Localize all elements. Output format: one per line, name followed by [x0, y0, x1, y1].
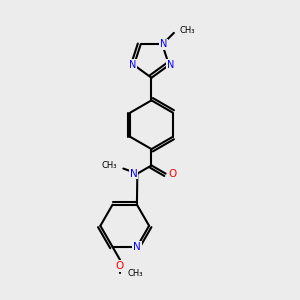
- Text: N: N: [130, 169, 138, 178]
- Text: CH₃: CH₃: [179, 26, 195, 35]
- Text: N: N: [133, 242, 141, 252]
- Text: N: N: [160, 39, 167, 50]
- Text: CH₃: CH₃: [128, 268, 143, 278]
- Text: N: N: [129, 60, 136, 70]
- Text: O: O: [116, 261, 124, 271]
- Text: CH₃: CH₃: [102, 161, 117, 170]
- Text: O: O: [168, 169, 176, 178]
- Text: N: N: [167, 60, 174, 70]
